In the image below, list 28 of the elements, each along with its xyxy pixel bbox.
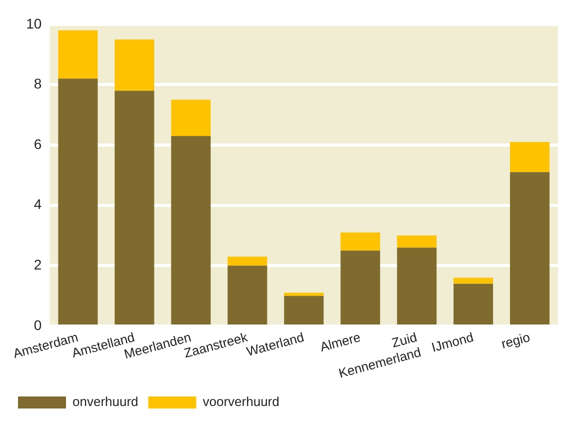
y-tick-label: 8 [34,76,42,92]
legend-label: voorverhuurd [202,394,280,410]
bar [171,136,211,324]
bar [58,78,98,324]
bar [228,256,268,266]
bar [510,172,550,324]
y-tick-label: 0 [34,316,42,333]
bar [454,278,494,284]
y-tick-label: 6 [34,136,42,152]
bar [284,296,324,324]
bar [340,232,380,251]
y-tick-label: 2 [34,256,42,273]
x-tick-label: IJmond [430,329,475,355]
bar [58,30,98,79]
bar [397,248,437,324]
bar [340,250,380,324]
legend-label: onverhuurd [72,394,138,410]
y-tick-label: 10 [26,15,42,32]
bar [510,142,550,172]
bar [454,284,494,324]
x-tick-label: regio [500,329,532,352]
bar [228,266,268,324]
y-tick-label: 4 [34,196,42,212]
bar [284,292,324,296]
bar [114,90,154,324]
bar [171,100,211,136]
bar [114,39,154,91]
bar [397,236,437,248]
